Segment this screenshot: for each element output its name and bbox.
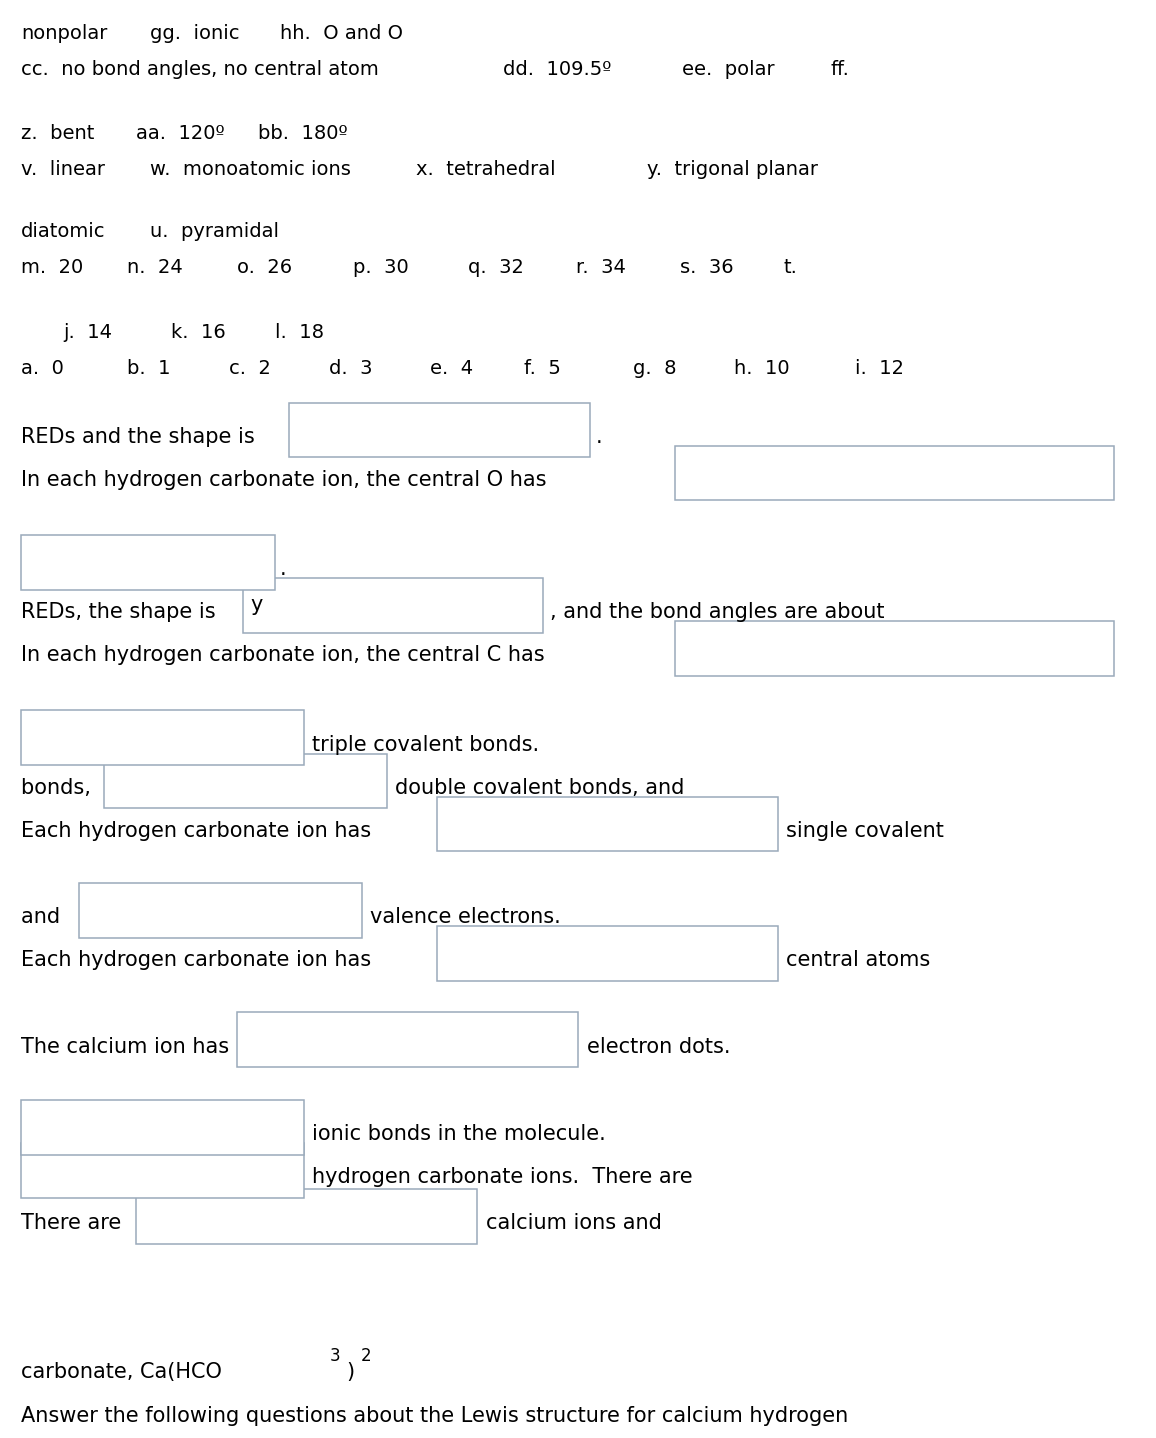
- Text: ff.: ff.: [830, 60, 849, 79]
- Text: nonpolar: nonpolar: [21, 24, 108, 43]
- Text: f.  5: f. 5: [524, 360, 561, 378]
- Text: s.  36: s. 36: [680, 259, 733, 278]
- Bar: [104, 754, 387, 808]
- Text: .: .: [595, 427, 602, 447]
- Text: e.  4: e. 4: [430, 360, 473, 378]
- Text: hydrogen carbonate ions.  There are: hydrogen carbonate ions. There are: [312, 1168, 692, 1188]
- Text: q.  32: q. 32: [468, 259, 524, 278]
- Text: gg.  ionic: gg. ionic: [150, 24, 239, 43]
- Text: k.  16: k. 16: [171, 324, 225, 342]
- Text: triple covalent bonds.: triple covalent bonds.: [312, 735, 539, 755]
- Text: Answer the following questions about the Lewis structure for calcium hydrogen: Answer the following questions about the…: [21, 1406, 849, 1426]
- Text: a.  0: a. 0: [21, 360, 64, 378]
- Text: There are: There are: [21, 1214, 127, 1234]
- Text: , and the bond angles are about: , and the bond angles are about: [550, 603, 884, 623]
- Text: d.  3: d. 3: [329, 360, 373, 378]
- Text: calcium ions and: calcium ions and: [486, 1214, 661, 1234]
- Bar: [243, 578, 543, 633]
- Text: dd.  109.5º: dd. 109.5º: [503, 60, 612, 79]
- Text: ): ): [347, 1362, 355, 1382]
- Bar: [136, 1189, 477, 1244]
- Bar: [675, 446, 1114, 500]
- Bar: [21, 535, 275, 590]
- Text: electron dots.: electron dots.: [587, 1037, 731, 1057]
- Bar: [437, 797, 778, 851]
- Text: b.  1: b. 1: [127, 360, 171, 378]
- Bar: [21, 710, 304, 765]
- Bar: [289, 403, 590, 457]
- Text: l.  18: l. 18: [275, 324, 324, 342]
- Text: v.  linear: v. linear: [21, 161, 105, 180]
- Text: 2: 2: [361, 1347, 371, 1366]
- Text: hh.  O and O: hh. O and O: [280, 24, 402, 43]
- Text: z.  bent: z. bent: [21, 125, 94, 144]
- Text: carbonate, Ca(HCO: carbonate, Ca(HCO: [21, 1362, 222, 1382]
- Text: o.  26: o. 26: [237, 259, 292, 278]
- Text: h.  10: h. 10: [734, 360, 790, 378]
- Text: n.  24: n. 24: [127, 259, 183, 278]
- Text: 3: 3: [329, 1347, 340, 1366]
- Text: j.  14: j. 14: [64, 324, 112, 342]
- Text: double covalent bonds, and: double covalent bonds, and: [395, 778, 684, 798]
- Text: diatomic: diatomic: [21, 223, 105, 242]
- Text: REDs and the shape is: REDs and the shape is: [21, 427, 261, 447]
- Text: single covalent: single covalent: [786, 821, 944, 841]
- Text: Each hydrogen carbonate ion has: Each hydrogen carbonate ion has: [21, 821, 378, 841]
- Text: cc.  no bond angles, no central atom: cc. no bond angles, no central atom: [21, 60, 378, 79]
- Bar: [675, 621, 1114, 676]
- Text: ionic bonds in the molecule.: ionic bonds in the molecule.: [312, 1125, 606, 1145]
- Text: p.  30: p. 30: [353, 259, 408, 278]
- Text: ee.  polar: ee. polar: [682, 60, 775, 79]
- Bar: [21, 1100, 304, 1155]
- Text: aa.  120º: aa. 120º: [136, 125, 225, 144]
- Text: r.  34: r. 34: [576, 259, 625, 278]
- Text: x.  tetrahedral: x. tetrahedral: [416, 161, 556, 180]
- Text: g.  8: g. 8: [633, 360, 677, 378]
- Text: In each hydrogen carbonate ion, the central C has: In each hydrogen carbonate ion, the cent…: [21, 646, 551, 666]
- Text: i.  12: i. 12: [855, 360, 904, 378]
- Text: y: y: [251, 595, 264, 615]
- Text: REDs, the shape is: REDs, the shape is: [21, 603, 222, 623]
- Text: and: and: [21, 907, 67, 928]
- Text: .: .: [280, 559, 287, 580]
- Text: valence electrons.: valence electrons.: [370, 907, 561, 928]
- Bar: [21, 1143, 304, 1198]
- Text: m.  20: m. 20: [21, 259, 83, 278]
- Text: w.  monoatomic ions: w. monoatomic ions: [150, 161, 351, 180]
- Text: The calcium ion has: The calcium ion has: [21, 1037, 236, 1057]
- Text: y.  trigonal planar: y. trigonal planar: [647, 161, 818, 180]
- Text: central atoms: central atoms: [786, 951, 931, 971]
- Text: c.  2: c. 2: [229, 360, 271, 378]
- Text: In each hydrogen carbonate ion, the central O has: In each hydrogen carbonate ion, the cent…: [21, 470, 553, 490]
- Bar: [79, 883, 362, 938]
- Text: Each hydrogen carbonate ion has: Each hydrogen carbonate ion has: [21, 951, 378, 971]
- Text: t.: t.: [784, 259, 798, 278]
- Text: bonds,: bonds,: [21, 778, 97, 798]
- Text: u.  pyramidal: u. pyramidal: [150, 223, 280, 242]
- Text: bb.  180º: bb. 180º: [258, 125, 348, 144]
- Bar: [237, 1012, 578, 1067]
- Bar: [437, 926, 778, 981]
